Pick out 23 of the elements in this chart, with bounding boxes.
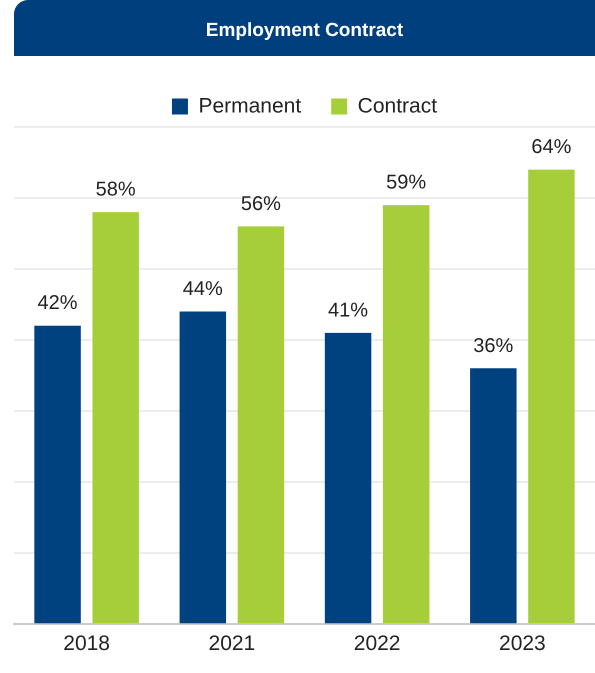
bar (470, 368, 517, 624)
bar (528, 170, 575, 624)
data-label: 42% (38, 292, 78, 314)
legend-label: Permanent (198, 94, 302, 118)
bar (180, 312, 226, 624)
legend-label: Contract (358, 94, 438, 118)
data-label: 59% (386, 172, 426, 194)
x-tick-label: 2018 (63, 632, 110, 656)
x-tick-label: 2021 (208, 632, 256, 656)
chart-title: Employment Contract (14, 0, 595, 56)
data-label: 41% (328, 299, 368, 322)
data-label: 64% (531, 136, 572, 158)
data-label: 44% (182, 278, 224, 300)
x-tick-label: 2022 (354, 632, 400, 656)
data-label: 58% (96, 178, 136, 201)
bar (238, 226, 284, 624)
bar (92, 212, 139, 624)
data-label: 56% (240, 192, 282, 215)
bar (34, 326, 81, 624)
bar (382, 205, 430, 624)
data-label: 36% (473, 334, 514, 357)
x-tick-label: 2023 (499, 632, 546, 656)
bar (324, 332, 372, 624)
